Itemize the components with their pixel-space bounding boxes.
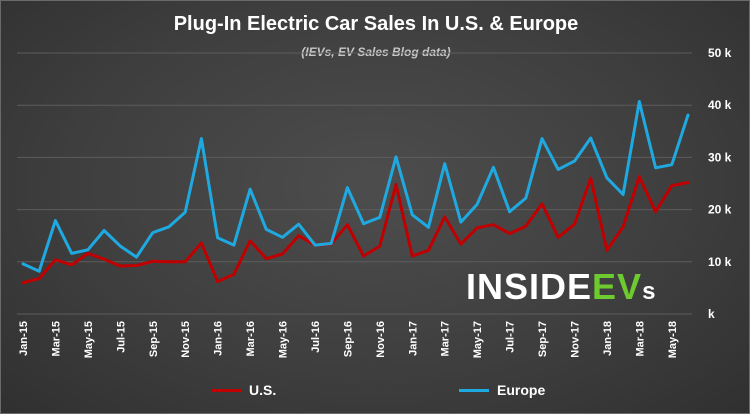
x-tick-label: Mar-18 (634, 321, 646, 356)
series-layer (21, 100, 690, 285)
x-tick-label: Jul-17 (505, 321, 517, 353)
y-tick-label: 30 k (708, 150, 732, 164)
x-tick-label: Mar-16 (245, 321, 257, 356)
x-tick-label: Jan-18 (602, 321, 614, 356)
y-tick-label: 50 k (708, 46, 732, 60)
x-tick-label: May-17 (472, 321, 484, 358)
y-tick-label: k (708, 307, 715, 321)
x-tick-label: Nov-15 (180, 321, 192, 358)
legend-swatch-us (211, 388, 241, 392)
chart-subtitle: (IEVs, EV Sales Blog data) (301, 45, 451, 59)
legend-item-europe: Europe (459, 382, 545, 398)
y-tick-label: 40 k (708, 98, 732, 112)
logo-text-inside: INSIDE (466, 266, 593, 307)
x-tick-label: May-18 (667, 321, 679, 358)
y-axis: k 10 k 20 k 30 k 40 k 50 k (708, 46, 732, 321)
x-axis: Jan-15 Mar-15 May-15 Jul-15 Sep-15 Nov-15 Jan-… (18, 321, 679, 358)
logo-text-s: s (642, 278, 657, 305)
series-line-europe (21, 100, 690, 273)
x-tick-label: Sep-16 (342, 321, 354, 357)
x-tick-label: Mar-17 (440, 321, 452, 356)
legend-label-us: U.S. (249, 382, 277, 398)
series-line-us (21, 175, 690, 285)
x-tick-label: Jan-16 (213, 321, 225, 356)
logo-text-ev: EV (592, 266, 643, 307)
x-tick-label: Jul-16 (310, 321, 322, 353)
y-tick-label: 10 k (708, 255, 732, 269)
x-tick-label: Sep-17 (537, 321, 549, 357)
chart-title: Plug-In Electric Car Sales In U.S. & Eur… (173, 13, 579, 35)
x-tick-label: Nov-16 (375, 321, 387, 358)
x-tick-label: Jul-15 (115, 321, 127, 353)
x-tick-label: Mar-15 (50, 321, 62, 356)
x-tick-label: May-16 (278, 321, 290, 358)
x-tick-label: Jan-15 (18, 321, 30, 356)
legend-swatch-europe (459, 388, 489, 392)
insideevs-logo: INSIDEEVs (466, 269, 656, 305)
legend: U.S. Europe (1, 382, 749, 404)
y-tick-label: 20 k (708, 203, 732, 217)
x-tick-label: Jan-17 (407, 321, 419, 356)
x-tick-label: Nov-17 (569, 321, 581, 358)
legend-item-us: U.S. (211, 382, 276, 398)
x-tick-label: May-15 (83, 321, 95, 358)
x-tick-label: Sep-15 (148, 321, 160, 357)
legend-label-europe: Europe (497, 382, 546, 398)
